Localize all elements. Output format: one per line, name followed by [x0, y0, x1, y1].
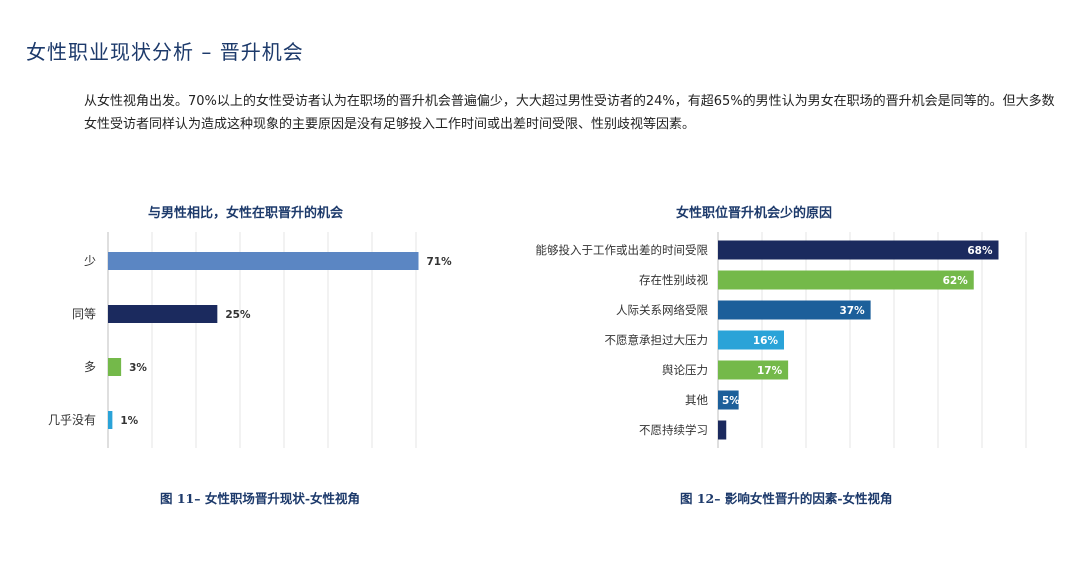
chart1-title: 与男性相比，女性在职晋升的机会: [148, 206, 344, 221]
chart1-bar: [108, 358, 122, 376]
chart2-category-label: 人际关系网络受限: [616, 303, 708, 317]
chart1-value-label: 71%: [427, 256, 453, 268]
chart2-category-label: 其他: [685, 393, 708, 407]
chart2-value-label: 68%: [967, 245, 993, 257]
chart2-caption: 图 12– 影响女性晋升的因素-女性视角: [680, 491, 893, 506]
page-title: 女性职业现状分析 – 晋升机会: [26, 40, 304, 64]
chart2-bar: [718, 390, 739, 410]
chart2-bar: [718, 420, 727, 440]
chart1-caption: 图 11– 女性职场晋升现状-女性视角: [160, 491, 361, 506]
chart2-category-label: 能够投入于工作或出差的时间受限: [536, 243, 709, 257]
chart1-bar: [108, 411, 113, 429]
chart2-value-label: 62%: [943, 275, 969, 287]
chart2-bar: [718, 270, 974, 290]
chart1-value-label: 3%: [129, 362, 147, 374]
chart1-bar: [108, 252, 419, 270]
chart2-category-label: 不愿持续学习: [639, 423, 708, 437]
chart2-value-label: 17%: [757, 365, 783, 377]
chart2-category-label: 不愿意承担过大压力: [605, 333, 709, 347]
intro-paragraph: 从女性视角出发。70%以上的女性受访者认为在职场的晋升机会普遍偏少，大大超过男性…: [84, 94, 1055, 132]
chart1-category-label: 几乎没有: [48, 412, 96, 427]
chart1-value-label: 1%: [120, 415, 138, 427]
chart2-value-label: 16%: [753, 335, 779, 347]
chart2-bar: [718, 240, 999, 260]
chart2-title: 女性职位晋升机会少的原因: [676, 206, 833, 221]
chart1-category-label: 多: [84, 360, 96, 374]
chart2-value-label: 37%: [839, 305, 865, 317]
chart1-category-label: 少: [84, 254, 96, 268]
chart2-category-label: 舆论压力: [662, 363, 708, 377]
chart2-value-label: 5%: [722, 395, 740, 407]
chart2-category-label: 存在性别歧视: [639, 273, 708, 287]
chart1-category-label: 同等: [72, 307, 96, 321]
chart1-bar: [108, 305, 218, 323]
chart2-bar: [718, 360, 789, 380]
chart2-bar: [718, 300, 871, 320]
chart1-value-label: 25%: [225, 309, 251, 321]
chart2-bar: [718, 330, 784, 350]
